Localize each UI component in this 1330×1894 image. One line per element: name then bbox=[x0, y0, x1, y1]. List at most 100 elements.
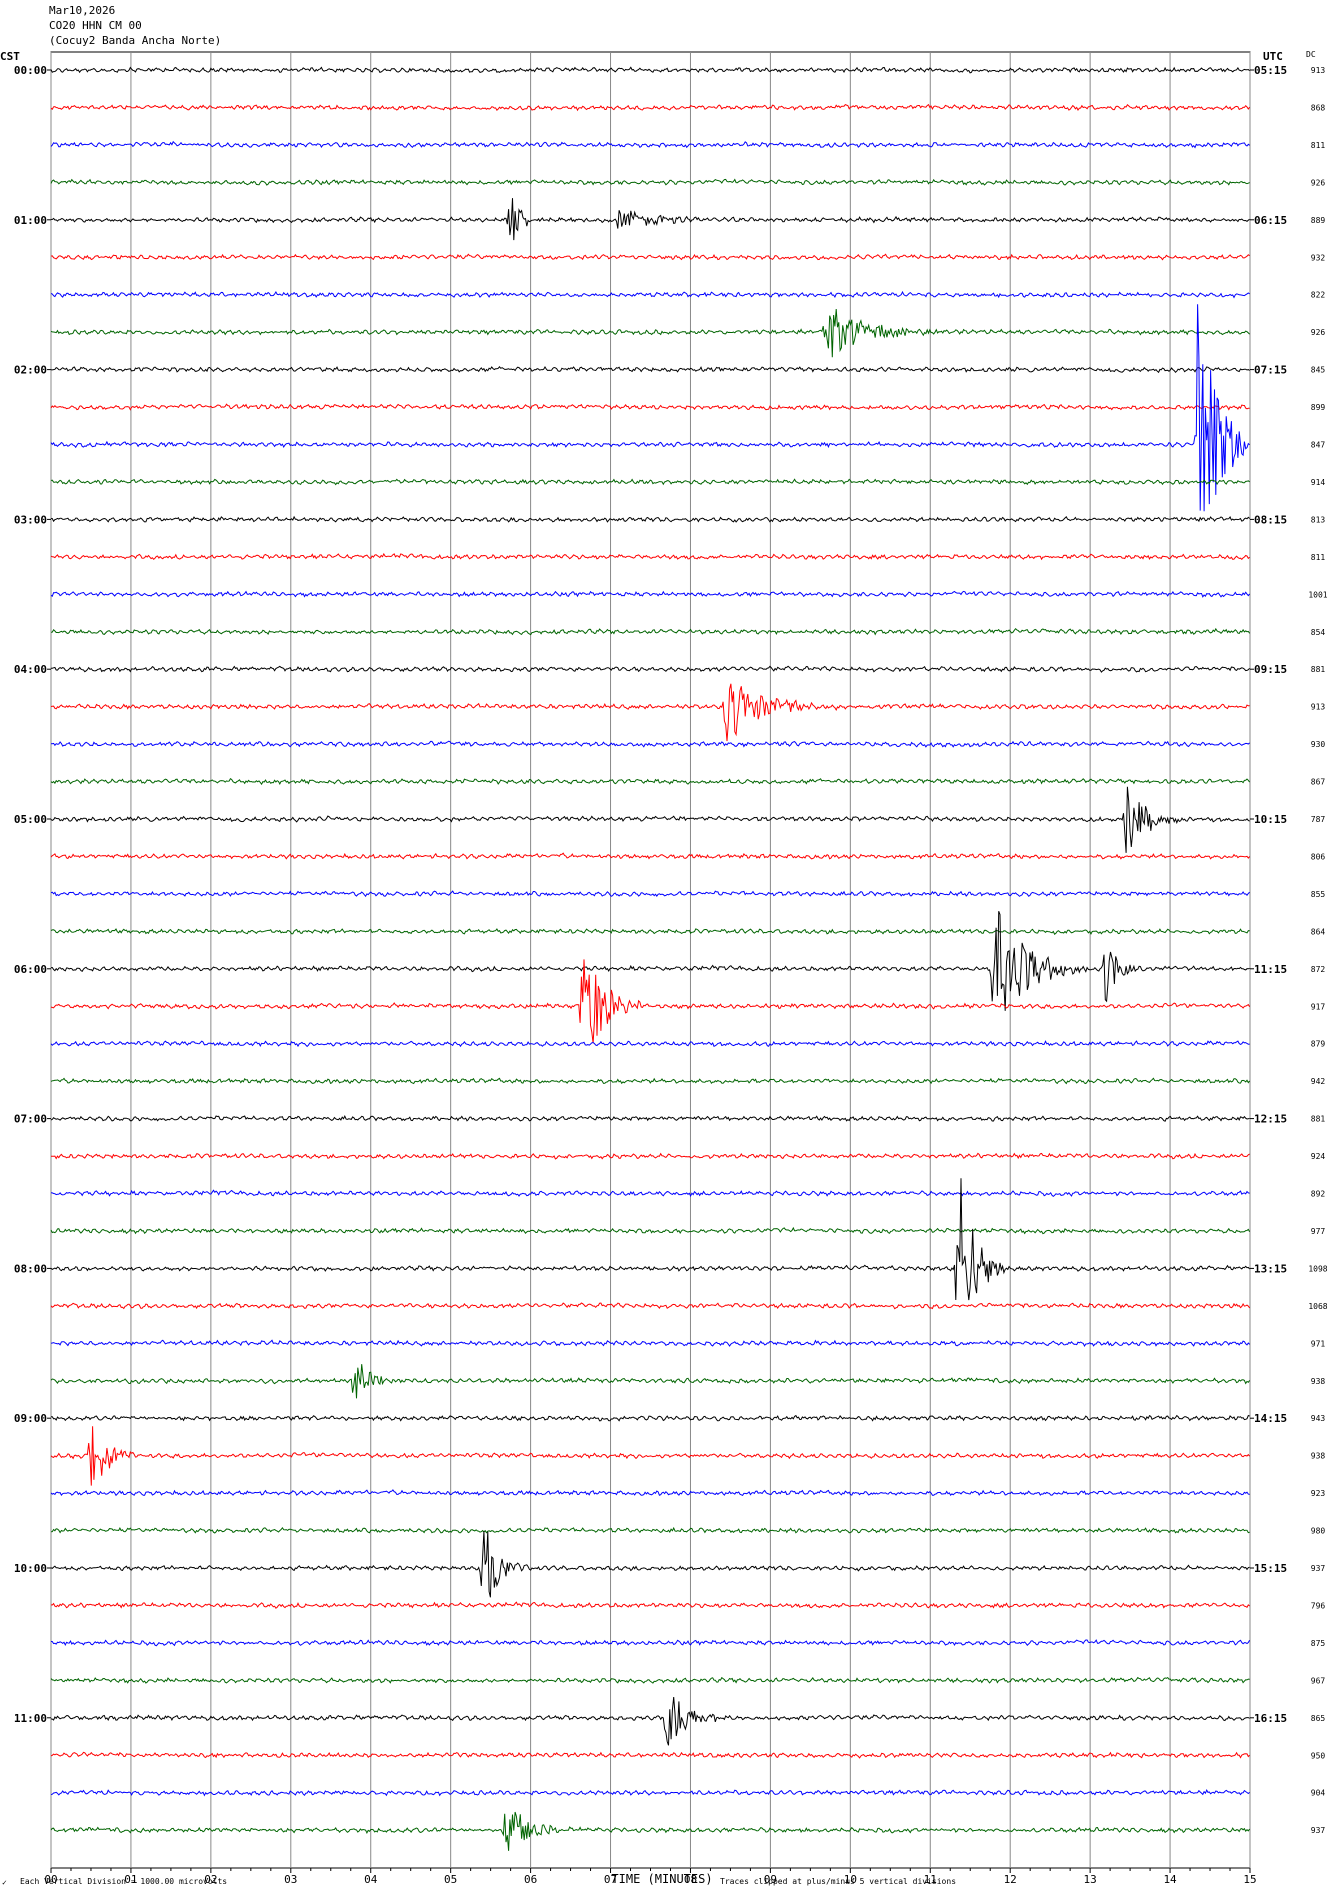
utc-time-label: 16:15 bbox=[1254, 1712, 1287, 1725]
trace-row-24 bbox=[50, 911, 1250, 1011]
dc-value: 864 bbox=[1311, 927, 1326, 936]
trace-row-47 bbox=[50, 1811, 1251, 1851]
dc-value: 1098 bbox=[1308, 1264, 1327, 1273]
dc-value: 926 bbox=[1311, 178, 1326, 187]
dc-value: 938 bbox=[1311, 1377, 1326, 1386]
utc-time-label: 14:15 bbox=[1254, 1412, 1287, 1425]
x-axis-title: TIME (MINUTES) bbox=[611, 1872, 712, 1886]
clip-note: Traces clipped at plus/minus 5 vertical … bbox=[720, 1877, 956, 1886]
dc-value: 937 bbox=[1311, 1826, 1326, 1835]
trace-row-39 bbox=[50, 1526, 1250, 1534]
dc-value: 914 bbox=[1311, 478, 1326, 487]
trace-row-26 bbox=[50, 1040, 1250, 1048]
trace-row-38 bbox=[50, 1489, 1250, 1497]
dc-value: 1068 bbox=[1308, 1302, 1327, 1311]
trace-row-7 bbox=[50, 308, 1250, 358]
dc-value: 892 bbox=[1311, 1190, 1326, 1199]
dc-value: 977 bbox=[1311, 1227, 1326, 1236]
dc-value: 813 bbox=[1311, 515, 1326, 524]
plot-frame bbox=[50, 51, 1251, 1869]
trace-row-2 bbox=[50, 140, 1250, 149]
x-tick-label: 01 bbox=[124, 1873, 137, 1886]
trace-row-1 bbox=[50, 103, 1251, 112]
trace-row-17 bbox=[50, 683, 1250, 742]
dc-value: 875 bbox=[1311, 1639, 1326, 1648]
axis-labels: 00 01 02 03 04 05 06 07 08 09 10 11 12 13 14 15 CST UTC DC… bbox=[0, 50, 1328, 1887]
trace-row-5 bbox=[50, 253, 1250, 261]
dc-value: 822 bbox=[1311, 291, 1326, 300]
dc-value: 787 bbox=[1311, 815, 1326, 824]
trace-row-34 bbox=[50, 1339, 1250, 1348]
dc-value: 924 bbox=[1311, 1152, 1326, 1161]
x-tick-label: 15 bbox=[1243, 1873, 1256, 1886]
dc-value: 854 bbox=[1311, 628, 1326, 637]
cst-time-label: 04:00 bbox=[14, 663, 47, 676]
dc-value: 879 bbox=[1311, 1040, 1326, 1049]
x-tick-label: 14 bbox=[1163, 1873, 1177, 1886]
dc-value: 932 bbox=[1311, 253, 1326, 262]
dc-value: 865 bbox=[1311, 1714, 1326, 1723]
trace-row-30 bbox=[50, 1189, 1250, 1198]
trace-row-0 bbox=[50, 66, 1250, 74]
cst-time-label: 02:00 bbox=[14, 364, 47, 377]
trace-row-32 bbox=[50, 1178, 1250, 1301]
cst-time-label: 08:00 bbox=[14, 1262, 47, 1275]
cst-label: CST bbox=[0, 50, 20, 63]
dc-value: 926 bbox=[1311, 328, 1326, 337]
utc-time-label: 06:15 bbox=[1254, 214, 1287, 227]
dc-value: 938 bbox=[1311, 1452, 1326, 1461]
dc-value: 943 bbox=[1311, 1414, 1326, 1423]
utc-time-label: 15:15 bbox=[1254, 1562, 1287, 1575]
trace-row-6 bbox=[50, 290, 1250, 299]
trace-row-28 bbox=[50, 1115, 1250, 1122]
trace-row-22 bbox=[50, 890, 1250, 898]
trace-row-25 bbox=[50, 959, 1251, 1044]
x-tick-label: 06 bbox=[524, 1873, 537, 1886]
trace-row-35 bbox=[50, 1364, 1251, 1399]
dc-value: 881 bbox=[1311, 1115, 1326, 1124]
dc-value: 867 bbox=[1311, 778, 1326, 787]
cst-time-label: 01:00 bbox=[14, 214, 47, 227]
trace-row-4 bbox=[50, 198, 1250, 241]
dc-value: 811 bbox=[1311, 553, 1326, 562]
x-tick-label: 09 bbox=[764, 1873, 777, 1886]
trace-row-11 bbox=[50, 478, 1250, 486]
trace-row-36 bbox=[51, 1414, 1250, 1422]
dc-value: 899 bbox=[1311, 403, 1326, 412]
trace-row-9 bbox=[50, 403, 1250, 411]
cst-time-label: 00:00 bbox=[14, 64, 47, 77]
cst-time-label: 11:00 bbox=[14, 1712, 47, 1725]
dc-value: 806 bbox=[1311, 852, 1326, 861]
x-tick-label: 10 bbox=[844, 1873, 857, 1886]
trace-row-16 bbox=[50, 665, 1250, 673]
grid-lines bbox=[47, 51, 1254, 1873]
utc-time-label: 05:15 bbox=[1254, 64, 1287, 77]
dc-value: 881 bbox=[1311, 665, 1326, 674]
dc-value: 868 bbox=[1311, 103, 1326, 112]
trace-row-19 bbox=[50, 777, 1251, 786]
dc-value: 913 bbox=[1311, 66, 1326, 75]
dc-value: 917 bbox=[1311, 1002, 1326, 1011]
trace-row-40 bbox=[50, 1531, 1250, 1598]
utc-time-label: 13:15 bbox=[1254, 1262, 1287, 1275]
header-station: CO20 HHN CM 00 bbox=[49, 19, 142, 32]
x-tick-label: 00 bbox=[44, 1873, 57, 1886]
x-tick-label: 07 bbox=[604, 1873, 617, 1886]
cst-time-label: 07:00 bbox=[14, 1113, 47, 1126]
trace-row-12 bbox=[50, 515, 1250, 523]
dc-value: 1001 bbox=[1308, 590, 1327, 599]
dc-value: 889 bbox=[1311, 216, 1326, 225]
trace-row-45 bbox=[50, 1751, 1250, 1759]
cst-time-label: 06:00 bbox=[14, 963, 47, 976]
cst-time-label: 09:00 bbox=[14, 1412, 47, 1425]
dc-value: 923 bbox=[1311, 1489, 1326, 1498]
dc-value: 872 bbox=[1311, 965, 1326, 974]
trace-row-46 bbox=[50, 1788, 1250, 1797]
trace-row-8 bbox=[50, 366, 1250, 374]
trace-row-42 bbox=[50, 1639, 1251, 1647]
scale-note: Each Vertical Division = 1000.00 microvo… bbox=[20, 1877, 227, 1886]
trace-row-29 bbox=[50, 1152, 1250, 1160]
dc-value: 937 bbox=[1311, 1564, 1326, 1573]
trace-row-10 bbox=[50, 304, 1250, 512]
cst-time-label: 10:00 bbox=[14, 1562, 47, 1575]
